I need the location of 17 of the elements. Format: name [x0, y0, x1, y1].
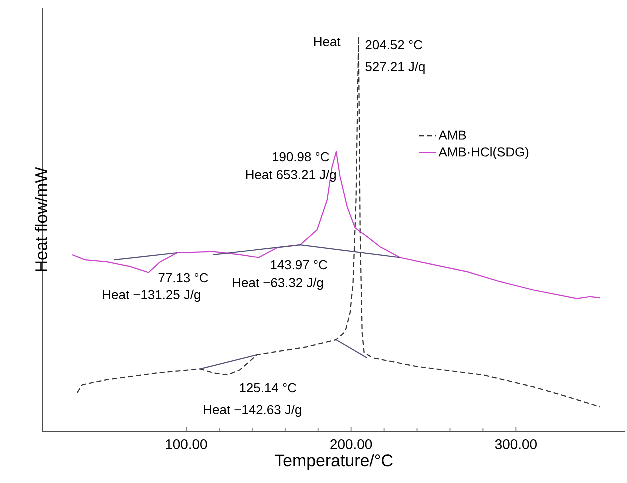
x-tick-label: 100.00 — [166, 440, 208, 450]
annotation: Heat −63.32 J/g — [233, 278, 324, 290]
annotation: 527.21 J/q — [366, 62, 425, 74]
annotation: 190.98 °C — [273, 152, 330, 162]
annotation: 143.97 °C — [271, 260, 328, 270]
x-axis-title: Temperature/°C — [274, 454, 393, 470]
x-tick-label: 300.00 — [495, 440, 537, 450]
legend-label: AMB·HCl(SDG) — [438, 147, 529, 160]
annotation: Heat −142.63 J/g — [204, 404, 302, 418]
annotation: 204.52 °C — [366, 40, 422, 50]
x-tick-label: 200.00 — [330, 440, 372, 450]
y-axis-title: Heat flow/mW — [35, 167, 48, 272]
annotation: Heat — [314, 37, 341, 47]
annotation: 77.13 °C — [158, 273, 208, 283]
legend-label: AMB — [438, 130, 466, 140]
annotation: 125.14 °C — [240, 383, 296, 393]
annotation: Heat −131.25 J/g — [103, 290, 200, 302]
